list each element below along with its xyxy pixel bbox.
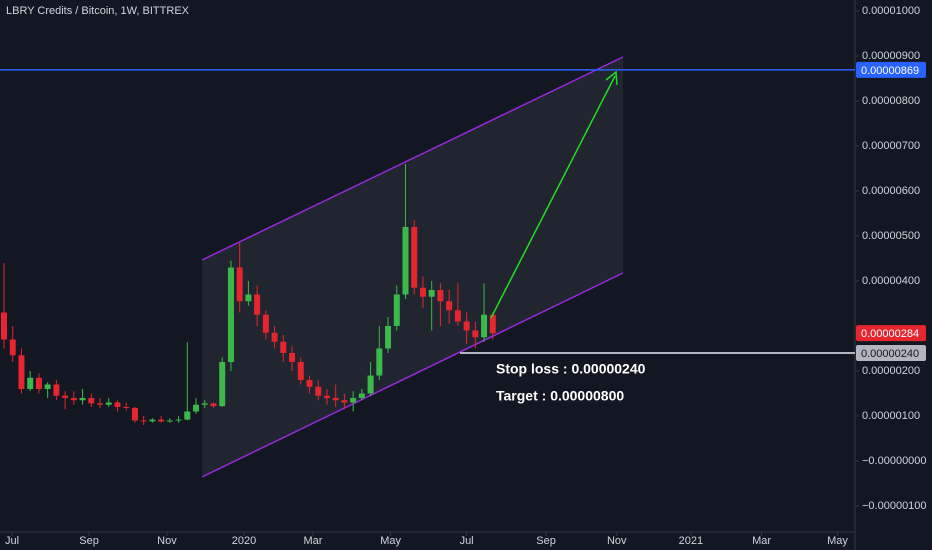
y-tick-label: −0.00000000 xyxy=(862,455,927,467)
target-arrow xyxy=(490,75,616,319)
last-price-box xyxy=(856,325,926,342)
candle-body xyxy=(411,226,418,288)
candle-body xyxy=(114,402,121,407)
candle-body xyxy=(123,406,130,408)
candle-body xyxy=(489,314,496,334)
candle-body xyxy=(419,287,426,297)
x-tick-label: Jul xyxy=(5,535,19,547)
candle-body xyxy=(297,361,304,380)
candle-body xyxy=(166,420,173,422)
candle-body xyxy=(323,395,330,398)
y-tick-label: 0.00000500 xyxy=(862,230,920,242)
candle-body xyxy=(332,397,339,401)
candle-body xyxy=(254,294,261,315)
annotation: Target : 0.00000800 xyxy=(496,388,624,404)
annotation: Stop loss : 0.00000240 xyxy=(496,361,646,377)
last-price-label: 0.00000284 xyxy=(861,328,919,340)
candle-body xyxy=(393,294,400,326)
channel-lower xyxy=(201,272,624,478)
candle-body xyxy=(262,314,269,333)
x-tick-label: Sep xyxy=(79,535,99,547)
y-tick-label: 0.00000800 xyxy=(862,95,920,107)
candle-body xyxy=(306,379,313,387)
candle-body xyxy=(481,314,488,338)
candle-body xyxy=(245,294,252,302)
candle-body xyxy=(428,289,435,297)
candle-body xyxy=(350,397,357,403)
candle-body xyxy=(140,420,147,422)
y-tick-label: 0.00000700 xyxy=(862,140,920,152)
candle-body xyxy=(446,301,453,311)
plot xyxy=(1,163,496,425)
price-label: 0.00000869 xyxy=(861,65,919,77)
candle-body xyxy=(149,419,156,422)
candle-body xyxy=(385,325,392,349)
candle-body xyxy=(27,377,34,389)
y-tick-label: −0.00000100 xyxy=(862,500,927,512)
candle-body xyxy=(88,397,95,404)
y-tick-label: 0.00000100 xyxy=(862,410,920,422)
channel-upper xyxy=(201,56,624,261)
x-tick-label: Nov xyxy=(607,535,627,547)
candle-body xyxy=(158,419,165,422)
chart-title: LBRY Credits / Bitcoin, 1W, BITTREX xyxy=(6,5,190,17)
candle-body xyxy=(341,400,348,403)
candle-body xyxy=(105,402,112,405)
candle-body xyxy=(70,397,77,401)
candle-body xyxy=(9,339,16,356)
x-tick-label: Nov xyxy=(157,535,177,547)
candle-body xyxy=(53,384,60,396)
candle-body xyxy=(201,403,208,405)
candle-body xyxy=(62,395,69,398)
x-tick-label: Mar xyxy=(752,535,771,547)
y-tick-label: 0.00000400 xyxy=(862,275,920,287)
candle-body xyxy=(97,403,104,405)
candle-body xyxy=(358,393,365,398)
candle-body xyxy=(402,226,409,295)
candle-body xyxy=(463,321,470,331)
candle-body xyxy=(236,267,243,302)
y-tick-label: 0.00000900 xyxy=(862,50,920,62)
x-tick-label: Mar xyxy=(304,535,323,547)
x-tick-label: Jul xyxy=(460,535,474,547)
candle-body xyxy=(289,352,296,362)
y-tick-label: 0.00000600 xyxy=(862,185,920,197)
candle-body xyxy=(437,289,444,302)
candle-body xyxy=(280,341,287,353)
candle-body xyxy=(219,361,226,407)
candle-body xyxy=(472,330,479,338)
candle-body xyxy=(315,386,322,396)
candle-body xyxy=(184,411,191,420)
x-tick-label: Sep xyxy=(536,535,556,547)
candle-body xyxy=(175,419,182,421)
candle-body xyxy=(210,403,217,407)
x-tick-label: May xyxy=(380,535,401,547)
x-tick-label: 2020 xyxy=(232,535,256,547)
candle-body xyxy=(454,310,461,322)
price-label-box xyxy=(856,61,926,78)
candle-body xyxy=(35,377,42,389)
price-label: 0.00000240 xyxy=(861,348,919,360)
candle-body xyxy=(1,312,8,340)
candle-body xyxy=(367,375,374,394)
y-tick-label: 0.00000200 xyxy=(862,365,920,377)
x-tick-label: May xyxy=(827,535,848,547)
candle-body xyxy=(227,267,234,362)
candle-body xyxy=(193,404,200,412)
candle-body xyxy=(376,348,383,376)
price-label-box xyxy=(856,344,926,361)
candle-body xyxy=(44,384,51,389)
candle-body xyxy=(18,355,25,389)
candle-body xyxy=(271,332,278,342)
x-tick-label: 2021 xyxy=(679,535,703,547)
candle-body xyxy=(131,407,138,421)
y-tick-label: 0.00001000 xyxy=(862,5,920,17)
candle-body xyxy=(79,397,86,401)
target-arrow-head xyxy=(605,70,618,86)
